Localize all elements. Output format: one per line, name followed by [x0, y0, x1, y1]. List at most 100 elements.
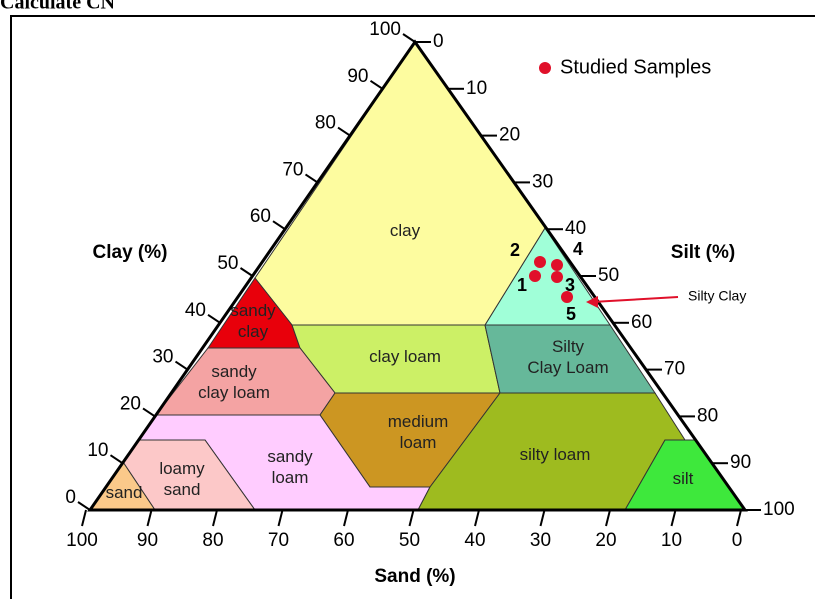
- sand-tick: [605, 509, 611, 527]
- region-label-line: Silty: [552, 337, 585, 356]
- sample-point: [561, 291, 573, 303]
- sand-tick: [212, 509, 218, 527]
- sand-tick: [408, 509, 415, 527]
- clay-tick: [272, 220, 286, 231]
- sand-tick-label: 30: [530, 530, 551, 551]
- sand-tick: [81, 509, 87, 527]
- region-label: clay: [390, 221, 421, 240]
- arrow: [591, 296, 679, 303]
- clay-tick-label: 20: [120, 393, 141, 414]
- clay-tick-label: 100: [369, 19, 401, 40]
- arrow-head: [586, 296, 598, 308]
- region: [154, 347, 336, 416]
- sand-tick-label: 100: [66, 530, 98, 551]
- clay-tick: [77, 501, 91, 511]
- region: [254, 41, 546, 326]
- region-label-line: sandy: [211, 362, 257, 381]
- sand-tick: [474, 509, 480, 527]
- sand-tick: [539, 509, 546, 527]
- silt-tick-label: 90: [730, 452, 751, 473]
- annotation: Silty Clay: [688, 288, 746, 304]
- region-label-line: clay: [238, 322, 269, 341]
- clay-tick: [207, 313, 221, 324]
- sand-tick-label: 50: [399, 530, 420, 551]
- silt-tick-label: 20: [499, 125, 520, 146]
- region-label: Silty Clay Loam: [527, 337, 608, 377]
- clay-tick: [142, 407, 156, 418]
- region-label-line: loam: [272, 468, 309, 487]
- region-label: medium loam: [388, 412, 448, 452]
- clay-tick-label: 40: [185, 300, 206, 321]
- silt-tick-label: 0: [433, 31, 444, 52]
- clay-tick-label: 50: [217, 253, 238, 274]
- clay-tick: [109, 454, 124, 465]
- samples: 1 2 3 4 5: [510, 239, 583, 324]
- sand-tick-label: 20: [595, 530, 616, 551]
- region-label-line: clay: [390, 221, 421, 240]
- regions: clay sandy clay clay loam Silty Clay Loam sand…: [89, 41, 746, 511]
- region-label: sandy loam: [267, 447, 313, 487]
- silt-tick-label: 30: [532, 171, 553, 192]
- clay-tick-label: 30: [152, 347, 173, 368]
- sand-tick-label: 40: [464, 530, 485, 551]
- sample-label: 5: [566, 304, 576, 324]
- silt-tick-label: 10: [466, 78, 487, 99]
- clay-tick-label: 90: [347, 66, 368, 87]
- region-label: silty loam: [520, 445, 591, 464]
- region-label-line: sandy: [267, 447, 313, 466]
- region-label: sandy clay loam: [198, 362, 270, 402]
- region-label-line: medium: [388, 412, 448, 431]
- region-label-line: sand: [106, 483, 143, 502]
- sand-tick-label: 0: [732, 530, 743, 551]
- clay-tick-label: 60: [250, 206, 271, 227]
- region-label-line: silty loam: [520, 445, 591, 464]
- region-label: silt: [673, 469, 694, 488]
- ticks: 0102030405060708090100010203040506070809…: [65, 19, 794, 551]
- sand-tick-label: 60: [333, 530, 354, 551]
- sample-point: [529, 270, 541, 282]
- silt-tick-label: 80: [697, 405, 718, 426]
- sample-point: [551, 271, 563, 283]
- clay-tick: [239, 267, 254, 277]
- silt-title: Silt (%): [671, 242, 735, 263]
- region-label: loamy sand: [159, 459, 205, 499]
- region-label-line: Clay Loam: [527, 358, 608, 377]
- sand-tick-label: 90: [137, 530, 158, 551]
- sand-tick: [670, 509, 677, 527]
- sand-tick-label: 70: [268, 530, 289, 551]
- clay-tick: [337, 126, 351, 137]
- sand-tick: [736, 509, 742, 527]
- region-label-line: sand: [164, 480, 201, 499]
- sample-point: [551, 259, 563, 271]
- region-label-line: clay loam: [369, 347, 441, 366]
- legend-marker: [539, 62, 551, 74]
- region-label-line: silt: [673, 469, 694, 488]
- region-label: clay loam: [369, 347, 441, 366]
- region-label-line: loamy: [159, 459, 205, 478]
- sample-label: 3: [565, 275, 575, 295]
- clay-tick: [402, 33, 416, 43]
- clay-tick-label: 10: [87, 440, 108, 461]
- sample-label: 2: [510, 240, 520, 260]
- region-label: sand: [106, 483, 143, 502]
- region-label: sandy clay: [230, 301, 276, 341]
- clay-tick: [304, 173, 319, 184]
- sand-tick: [343, 509, 349, 527]
- silt-tick-label: 70: [664, 359, 685, 380]
- silt-tick-label: 100: [763, 499, 795, 520]
- sand-tick-label: 10: [661, 530, 682, 551]
- clay-tick-label: 70: [282, 159, 303, 180]
- region-label-line: clay loam: [198, 383, 270, 402]
- sand-tick: [277, 509, 284, 527]
- clay-tick-label: 80: [315, 113, 336, 134]
- sand-tick-label: 80: [202, 530, 223, 551]
- clay-title: Clay (%): [93, 242, 168, 263]
- clay-tick-label: 0: [65, 487, 76, 508]
- region-label-line: sandy: [230, 301, 276, 320]
- sample-label: 1: [517, 275, 527, 295]
- sample-point: [534, 256, 546, 268]
- region-label-line: loam: [400, 433, 437, 452]
- sample-label: 4: [573, 239, 583, 259]
- sand-title: Sand (%): [374, 566, 455, 587]
